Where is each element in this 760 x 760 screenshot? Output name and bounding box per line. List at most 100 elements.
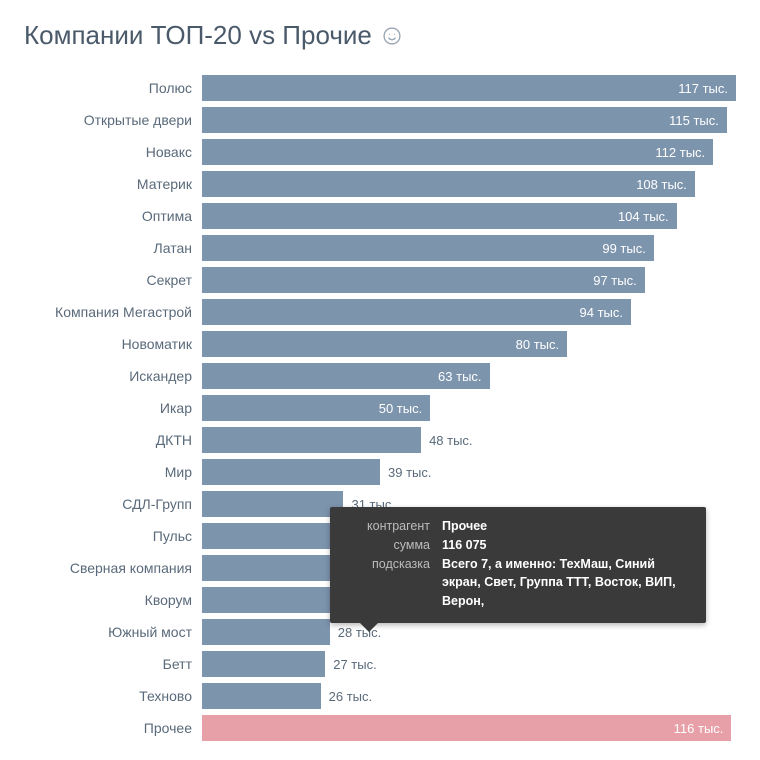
bar-track: 27 тыс.: [202, 651, 736, 677]
bar-track: 50 тыс.: [202, 395, 736, 421]
bar-value-label: 115 тыс.: [669, 113, 719, 128]
bar-value-label: 117 тыс.: [678, 81, 728, 96]
chart-row[interactable]: Искандер 63 тыс.: [24, 361, 736, 391]
chart-row[interactable]: Секрет 97 тыс.: [24, 265, 736, 295]
bar-value-label: 48 тыс.: [429, 433, 472, 448]
tooltip-key: сумма: [344, 536, 442, 555]
tooltip-row: подсказкаВсего 7, а именно: ТехМаш, Сини…: [344, 555, 692, 611]
bar-value-label: 104 тыс.: [618, 209, 669, 224]
category-label: Материк: [24, 176, 202, 192]
chart-header: Компании ТОП-20 vs Прочие: [24, 20, 736, 51]
bar-value-label: 26 тыс.: [329, 689, 372, 704]
bar-value-label: 27 тыс.: [333, 657, 376, 672]
bar[interactable]: 117 тыс.: [202, 75, 736, 101]
category-label: Искандер: [24, 368, 202, 384]
category-label: Оптима: [24, 208, 202, 224]
category-label: Компания Мегастрой: [24, 304, 202, 320]
bar-track: 39 тыс.: [202, 459, 736, 485]
category-label: Полюс: [24, 80, 202, 96]
tooltip-value: 116 075: [442, 536, 692, 555]
bar[interactable]: 27 тыс.: [202, 651, 325, 677]
category-label: Прочее: [24, 720, 202, 736]
bar-track: 108 тыс.: [202, 171, 736, 197]
bar[interactable]: 115 тыс.: [202, 107, 727, 133]
bar-track: 63 тыс.: [202, 363, 736, 389]
bar-value-label: 112 тыс.: [655, 145, 705, 160]
bar-track: 48 тыс.: [202, 427, 736, 453]
category-label: Бетт: [24, 656, 202, 672]
bar-track: 26 тыс.: [202, 683, 736, 709]
bar-track: 115 тыс.: [202, 107, 736, 133]
bar-value-label: 94 тыс.: [580, 305, 623, 320]
bar[interactable]: 50 тыс.: [202, 395, 430, 421]
bar-value-label: 80 тыс.: [516, 337, 559, 352]
bar[interactable]: 112 тыс.: [202, 139, 713, 165]
tooltip-value: Всего 7, а именно: ТехМаш, Синий экран, …: [442, 555, 692, 611]
bar-value-label: 39 тыс.: [388, 465, 431, 480]
tooltip-row: сумма116 075: [344, 536, 692, 555]
bar[interactable]: 28 тыс.: [202, 587, 330, 613]
chart-row[interactable]: Икар 50 тыс.: [24, 393, 736, 423]
bar-track: 104 тыс.: [202, 203, 736, 229]
bar[interactable]: 63 тыс.: [202, 363, 490, 389]
category-label: Техново: [24, 688, 202, 704]
tooltip-value: Прочее: [442, 517, 692, 536]
category-label: Южный мост: [24, 624, 202, 640]
chart-row[interactable]: Компания Мегастрой 94 тыс.: [24, 297, 736, 327]
chart-title: Компании ТОП-20 vs Прочие: [24, 20, 372, 51]
chart-row[interactable]: Новакс 112 тыс.: [24, 137, 736, 167]
bar-track: 116 тыс.: [202, 715, 736, 741]
chart-row[interactable]: Бетт27 тыс.: [24, 649, 736, 679]
category-label: Пульс: [24, 528, 202, 544]
bar[interactable]: 99 тыс.: [202, 235, 654, 261]
tooltip-row: контрагентПрочее: [344, 517, 692, 536]
bar[interactable]: 48 тыс.: [202, 427, 421, 453]
bar[interactable]: 39 тыс.: [202, 459, 380, 485]
bar[interactable]: 29 тыс.: [202, 555, 334, 581]
bar[interactable]: 104 тыс.: [202, 203, 677, 229]
category-label: Секрет: [24, 272, 202, 288]
chart-row[interactable]: Техново26 тыс.: [24, 681, 736, 711]
bar[interactable]: 31 тыс.: [202, 491, 343, 517]
bar-value-label: 63 тыс.: [438, 369, 481, 384]
chart-row[interactable]: Мир39 тыс.: [24, 457, 736, 487]
bar-value-label: 97 тыс.: [593, 273, 636, 288]
bar[interactable]: 116 тыс.: [202, 715, 731, 741]
bar[interactable]: 97 тыс.: [202, 267, 645, 293]
chart-row[interactable]: Открытые двери 115 тыс.: [24, 105, 736, 135]
bar[interactable]: 31 тыс.: [202, 523, 343, 549]
bar[interactable]: 28 тыс.: [202, 619, 330, 645]
chart-row[interactable]: ДКТН48 тыс.: [24, 425, 736, 455]
bar[interactable]: 26 тыс.: [202, 683, 321, 709]
category-label: Открытые двери: [24, 112, 202, 128]
bar[interactable]: 94 тыс.: [202, 299, 631, 325]
bar-track: 94 тыс.: [202, 299, 736, 325]
category-label: Сверная компания: [24, 560, 202, 576]
tooltip-key: контрагент: [344, 517, 442, 536]
bar[interactable]: 80 тыс.: [202, 331, 567, 357]
bar-track: 97 тыс.: [202, 267, 736, 293]
bar[interactable]: 108 тыс.: [202, 171, 695, 197]
tooltip: контрагентПрочеесумма116 075подсказкаВсе…: [330, 507, 706, 623]
bar-track: 117 тыс.: [202, 75, 736, 101]
smile-icon[interactable]: [382, 26, 402, 46]
bar-track: 80 тыс.: [202, 331, 736, 357]
bar-value-label: 108 тыс.: [636, 177, 687, 192]
chart-row[interactable]: Новоматик80 тыс.: [24, 329, 736, 359]
category-label: Латан: [24, 240, 202, 256]
bar-value-label: 50 тыс.: [379, 401, 422, 416]
bar-track: 28 тыс.: [202, 619, 736, 645]
chart-row[interactable]: Материк 108 тыс.: [24, 169, 736, 199]
bar-value-label: 116 тыс.: [674, 721, 724, 736]
tooltip-key: подсказка: [344, 555, 442, 611]
chart-row[interactable]: Прочее 116 тыс.: [24, 713, 736, 743]
category-label: Икар: [24, 400, 202, 416]
bar-chart: Полюс 117 тыс. Открытые двери 115 тыс. Новак…: [24, 73, 736, 743]
category-label: Новакс: [24, 144, 202, 160]
chart-row[interactable]: Полюс 117 тыс.: [24, 73, 736, 103]
category-label: ДКТН: [24, 432, 202, 448]
category-label: Кворум: [24, 592, 202, 608]
chart-row[interactable]: Латан99 тыс.: [24, 233, 736, 263]
chart-row[interactable]: Оптима 104 тыс.: [24, 201, 736, 231]
category-label: СДЛ-Групп: [24, 496, 202, 512]
